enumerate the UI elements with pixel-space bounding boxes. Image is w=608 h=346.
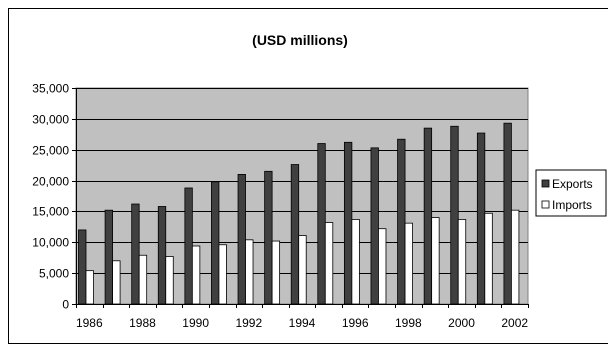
bar-exports-1989 — [157, 206, 167, 305]
bars — [78, 122, 520, 305]
bar-exports-1998 — [397, 138, 406, 305]
bar-imports-2001 — [484, 212, 493, 305]
bar-exports-2001 — [476, 132, 486, 305]
x-tick-label: 1990 — [182, 316, 209, 330]
bar-exports-1993 — [264, 170, 273, 305]
x-tick-label: 1998 — [395, 316, 422, 330]
y-tick-label: 20,000 — [32, 175, 69, 189]
bar-imports-1993 — [271, 240, 281, 305]
bar-imports-1999 — [431, 217, 440, 305]
y-tick-label: 30,000 — [32, 113, 69, 127]
x-axis-ticks: 1986 1988 1990 1992 1994 1996 1998 2000 2002 — [76, 304, 529, 330]
bar-imports-1989 — [165, 256, 174, 305]
bar-exports-1996 — [343, 141, 353, 305]
bar-exports-2002 — [503, 122, 512, 305]
bar-imports-1991 — [218, 244, 227, 305]
bar-imports-2000 — [457, 219, 467, 305]
legend-label-imports: Imports — [552, 198, 592, 212]
bar-exports-1992 — [237, 173, 246, 305]
x-tick-label: 1986 — [76, 316, 103, 330]
y-tick-label: 5,000 — [39, 267, 69, 281]
bar-imports-1988 — [138, 254, 148, 305]
bar-imports-1986 — [85, 270, 94, 305]
y-tick-label: 25,000 — [32, 144, 69, 158]
y-tick-label: 0 — [62, 298, 69, 312]
bar-exports-1987 — [104, 209, 113, 305]
x-tick-label: 1996 — [342, 316, 369, 330]
legend-label-exports: Exports — [552, 177, 593, 191]
bar-imports-1987 — [112, 260, 121, 305]
legend: Exports Imports — [535, 169, 607, 217]
bar-exports-1986 — [78, 229, 87, 305]
y-tick-label: 15,000 — [32, 205, 69, 219]
bar-imports-1992 — [245, 239, 254, 305]
bar-imports-1998 — [404, 222, 413, 305]
bar-imports-1997 — [378, 228, 387, 305]
bar-imports-2002 — [511, 209, 520, 305]
x-tick-label: 1994 — [289, 316, 316, 330]
y-tick-label: 10,000 — [32, 236, 69, 250]
bar-exports-1991 — [211, 181, 220, 305]
y-axis-ticks: 0 5,000 10,000 15,000 20,000 25,000 30,000 35,0… — [32, 82, 76, 312]
bar-exports-1988 — [131, 203, 140, 305]
y-tick-label: 35,000 — [32, 82, 69, 96]
chart-title: (USD millions) — [252, 32, 348, 48]
legend-swatch-imports — [541, 200, 550, 209]
x-tick-label: 1992 — [235, 316, 262, 330]
bar-imports-1996 — [351, 219, 360, 305]
legend-swatch-exports — [541, 179, 550, 188]
x-tick-label: 2002 — [501, 316, 528, 330]
bar-exports-1994 — [290, 164, 300, 305]
bar-exports-1990 — [184, 187, 193, 305]
bar-exports-1995 — [317, 143, 326, 305]
bar-exports-2000 — [450, 125, 459, 305]
bar-imports-1990 — [191, 245, 201, 305]
axes — [76, 88, 528, 305]
bar-imports-1995 — [324, 222, 334, 305]
x-tick-label: 1988 — [129, 316, 156, 330]
bar-exports-1997 — [370, 147, 379, 305]
x-tick-label: 2000 — [448, 316, 475, 330]
bar-imports-1994 — [298, 235, 307, 305]
bar-exports-1999 — [423, 127, 433, 305]
